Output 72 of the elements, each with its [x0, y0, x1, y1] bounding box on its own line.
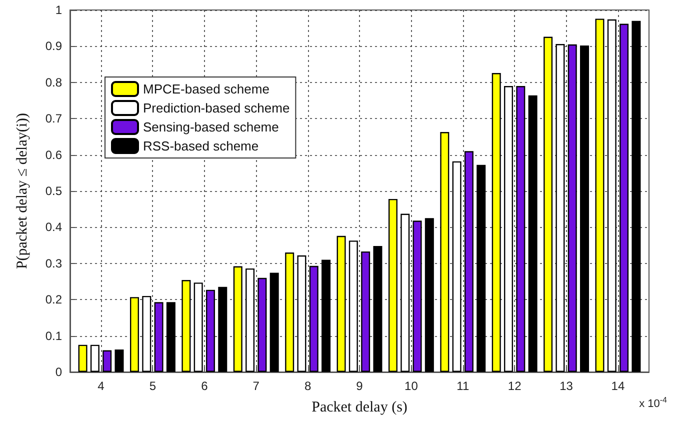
- y-tick-label: 0.3: [45, 256, 62, 270]
- bar: [114, 350, 124, 372]
- bar: [297, 255, 306, 372]
- bar: [182, 280, 191, 372]
- bar: [194, 282, 203, 372]
- bar: [528, 95, 538, 372]
- bar: [206, 290, 215, 372]
- bar: [464, 151, 474, 372]
- x-tick-label: 10: [404, 379, 418, 393]
- bar: [388, 198, 398, 372]
- bar: [620, 24, 629, 372]
- bar: [285, 252, 294, 372]
- bar: [90, 344, 100, 372]
- bar: [544, 36, 553, 372]
- x-tick-label: 13: [560, 379, 574, 393]
- bar: [504, 86, 514, 372]
- x-axis-title: Packet delay (s): [312, 400, 408, 416]
- bar: [348, 240, 358, 372]
- bar: [412, 220, 422, 372]
- legend-label: MPCE-based scheme: [143, 82, 270, 96]
- y-axis-title: P(packet delay ≤ delay(i)): [14, 112, 30, 270]
- bar: [218, 286, 228, 372]
- bar: [373, 246, 382, 372]
- bar: [607, 19, 616, 372]
- bar: [270, 272, 279, 372]
- bar: [568, 44, 577, 372]
- bar: [258, 278, 267, 372]
- bar: [580, 45, 590, 372]
- x-tick-label: 4: [98, 379, 105, 393]
- y-tick-label: 0.5: [45, 184, 62, 198]
- x-tick-label: 8: [304, 379, 312, 393]
- bar: [78, 344, 88, 372]
- legend-label: Sensing-based scheme: [143, 120, 279, 134]
- bar: [166, 302, 176, 372]
- bar: [400, 214, 410, 372]
- legend-label: Prediction-based scheme: [143, 100, 290, 116]
- bar: [233, 266, 242, 372]
- bar: [452, 161, 462, 372]
- bar: [516, 86, 526, 372]
- x-tick-label: 9: [356, 379, 364, 393]
- y-tick-label: 1: [55, 3, 62, 17]
- y-tick-label: 0.4: [45, 220, 62, 234]
- bar: [336, 236, 346, 372]
- bar: [246, 268, 255, 372]
- bar: [595, 18, 604, 372]
- y-tick-label: 0.2: [45, 292, 62, 307]
- bar: [424, 218, 434, 372]
- x-tick-label: 7: [252, 379, 260, 393]
- bar: [440, 132, 450, 372]
- y-tick-label: 0.1: [45, 328, 62, 343]
- x-tick-label: 12: [508, 379, 522, 393]
- x-tick-label: 14: [611, 379, 625, 393]
- bar: [309, 266, 318, 372]
- x-tick-label: 6: [201, 379, 208, 393]
- bar: [632, 20, 641, 372]
- bar: [361, 251, 370, 372]
- x-tick-label: 11: [456, 379, 470, 393]
- x-tick-label: 5: [149, 379, 156, 393]
- bar: [102, 350, 112, 372]
- y-tick-label: 0: [55, 365, 62, 379]
- bar: [322, 260, 331, 372]
- y-tick-label: 0.6: [45, 148, 62, 162]
- y-tick-label: 0.8: [45, 75, 62, 90]
- bar: [476, 164, 486, 372]
- bar: [142, 296, 152, 372]
- bar: [154, 302, 164, 372]
- y-tick-label: 0.9: [45, 39, 62, 54]
- bar: [130, 297, 139, 372]
- legend-label: RSS-based scheme: [143, 138, 259, 154]
- bar: [492, 72, 501, 372]
- bar: [556, 44, 565, 372]
- y-tick-label: 0.7: [45, 112, 62, 126]
